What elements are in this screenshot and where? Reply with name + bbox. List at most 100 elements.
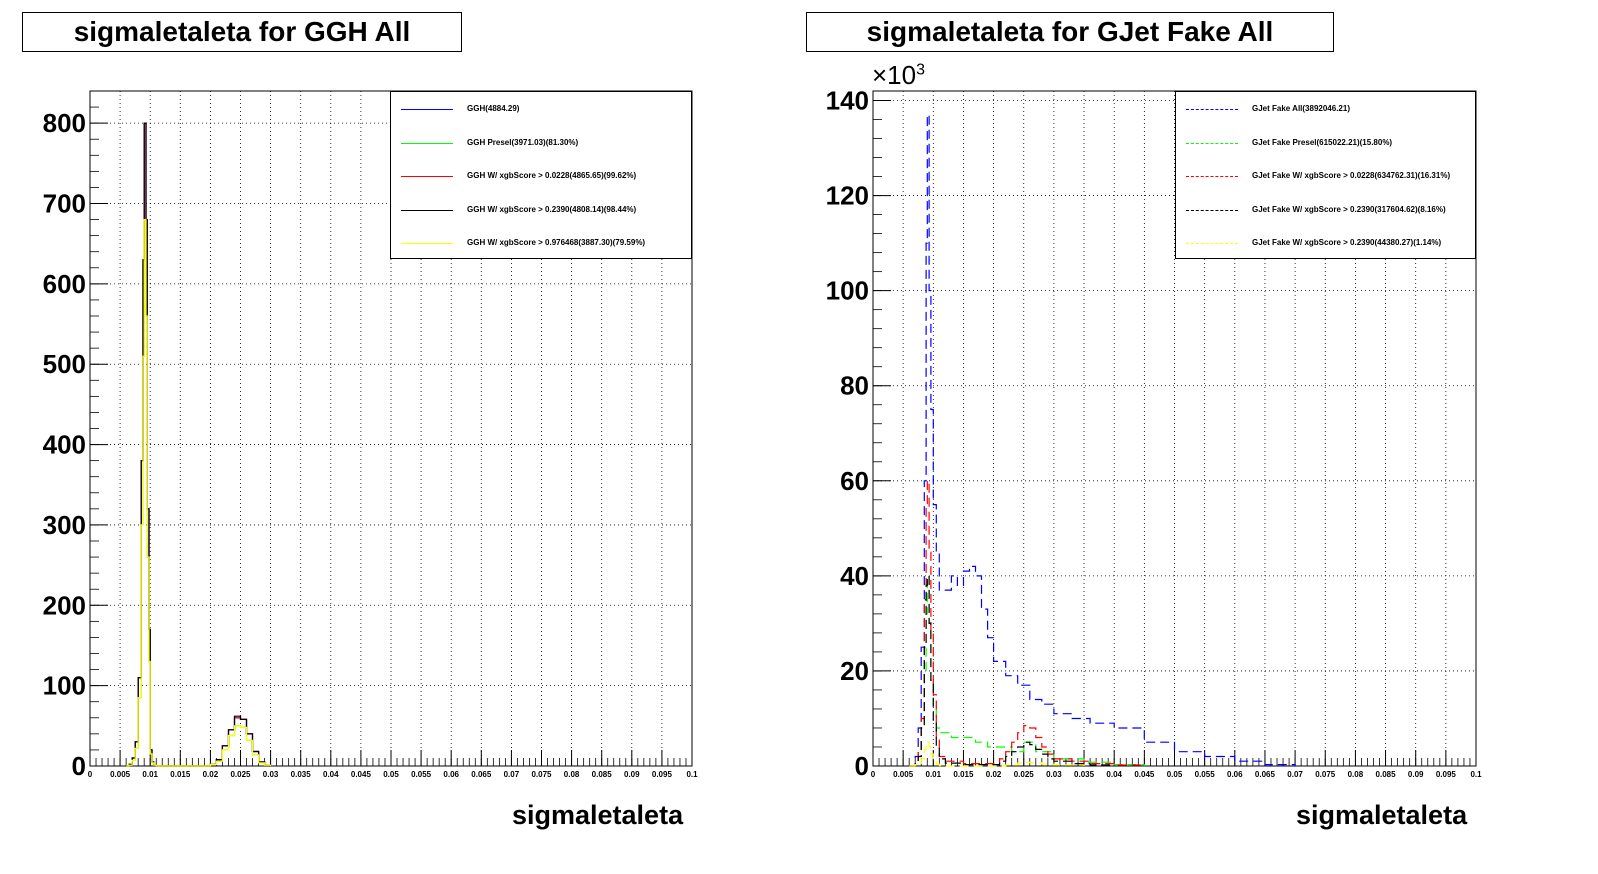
x-tick-label: 0.06	[443, 770, 459, 779]
x-tick-label: 0.085	[592, 770, 613, 779]
y-tick-label: 500	[43, 349, 86, 379]
y-tick-label: 140	[826, 86, 869, 116]
x-tick-label: 0.005	[893, 770, 914, 779]
legend-label: GGH W/ xgbScore > 0.0228(4865.65)(99.62%…	[467, 171, 637, 180]
x-tick-label: 0.08	[1348, 770, 1364, 779]
legend-swatch	[1186, 209, 1238, 211]
series-line-red	[909, 480, 1145, 767]
legend-entry: GJet Fake W/ xgbScore > 0.2390(317604.62…	[1176, 203, 1475, 217]
x-tick-label: 0.015	[170, 770, 191, 779]
y-tick-label: 60	[840, 466, 869, 496]
x-tick-label: 0.06	[1227, 770, 1243, 779]
x-tick-label: 0.05	[1167, 770, 1183, 779]
x-tick-label: 0.1	[686, 770, 698, 779]
legend-swatch	[401, 176, 453, 177]
legend-label: GJet Fake All(3892046.21)	[1252, 104, 1350, 113]
y-axis-multiplier-base: ×10	[872, 60, 917, 90]
y-tick-label: 0	[855, 751, 869, 781]
legend-swatch	[401, 142, 453, 144]
y-axis-multiplier: ×103	[872, 60, 925, 91]
x-tick-label: 0.055	[411, 770, 432, 779]
legend-entry: GJet Fake Presel(615022.21)(15.80%)	[1176, 136, 1475, 150]
x-tick-label: 0.035	[291, 770, 312, 779]
y-tick-label: 100	[826, 276, 869, 306]
x-tick-label: 0.025	[1014, 770, 1035, 779]
y-tick-label: 100	[43, 671, 86, 701]
x-tick-label: 0.04	[323, 770, 339, 779]
series-line-yellow	[909, 741, 1085, 767]
y-tick-label: 0	[72, 751, 86, 781]
legend-label: GGH(4884.29)	[467, 104, 520, 113]
legend-label: GJet Fake Presel(615022.21)(15.80%)	[1252, 137, 1393, 147]
legend-entry: GGH W/ xgbScore > 0.2390(4808.14)(98.44%…	[391, 203, 691, 217]
x-tick-label: 0.015	[953, 770, 974, 779]
legend-label: GGH Presel(3971.03)(81.30%)	[467, 137, 579, 147]
x-tick-label: 0.075	[531, 770, 552, 779]
legend-label: GJet Fake W/ xgbScore > 0.2390(44380.27)…	[1252, 238, 1442, 247]
y-tick-label: 300	[43, 510, 86, 540]
legend-entry: GGH(4884.29)	[391, 102, 691, 116]
legend-label: GGH W/ xgbScore > 0.2390(4808.14)(98.44%…	[467, 204, 637, 214]
legend-entry: GGH Presel(3971.03)(81.30%)	[391, 136, 691, 150]
x-tick-label: 0.095	[1436, 770, 1457, 779]
x-tick-label: 0.005	[110, 770, 131, 779]
x-tick-label: 0.01	[926, 770, 942, 779]
y-axis-multiplier-exponent: 3	[916, 61, 926, 79]
x-tick-label: 0.05	[383, 770, 399, 779]
x-tick-label: 0.095	[652, 770, 673, 779]
legend-right: GJet Fake All(3892046.21) GJet Fake Prese…	[1175, 91, 1476, 259]
x-tick-label: 0.065	[471, 770, 492, 779]
x-tick-label: 0.045	[1134, 770, 1155, 779]
y-tick-label: 80	[840, 371, 869, 401]
x-tick-label: 0.065	[1255, 770, 1276, 779]
legend-entry: GJet Fake W/ xgbScore > 0.2390(44380.27)…	[1176, 236, 1475, 250]
x-tick-label: 0.08	[564, 770, 580, 779]
y-tick-label: 20	[840, 656, 869, 686]
x-tick-label: 0.01	[142, 770, 158, 779]
legend-swatch	[1186, 176, 1238, 177]
legend-swatch	[1186, 243, 1238, 244]
legend-left: GGH(4884.29) GGH Presel(3971.03)(81.30%) G…	[390, 91, 692, 259]
x-axis-label-right: sigmaletaleta	[1296, 800, 1468, 830]
legend-label: GJet Fake W/ xgbScore > 0.0228(634762.31…	[1252, 171, 1451, 180]
legend-swatch	[401, 209, 453, 211]
x-tick-label: 0	[871, 770, 876, 779]
x-tick-label: 0	[88, 770, 93, 779]
x-tick-label: 0.03	[1046, 770, 1062, 779]
x-tick-label: 0.035	[1074, 770, 1095, 779]
series-line-black	[909, 575, 1115, 767]
x-tick-label: 0.04	[1106, 770, 1122, 779]
legend-swatch	[401, 109, 453, 110]
series-line-blue	[909, 114, 1296, 767]
legend-entry: GGH W/ xgbScore > 0.0228(4865.65)(99.62%…	[391, 169, 691, 183]
legend-entry: GJet Fake All(3892046.21)	[1176, 102, 1475, 116]
y-tick-label: 800	[43, 108, 86, 138]
y-tick-label: 200	[43, 590, 86, 620]
chart-title-right: sigmaletaleta for GJet Fake All	[806, 12, 1334, 52]
legend-swatch	[1186, 109, 1238, 110]
x-tick-label: 0.025	[230, 770, 251, 779]
x-tick-label: 0.1	[1470, 770, 1482, 779]
x-tick-label: 0.09	[1408, 770, 1424, 779]
legend-swatch	[1186, 142, 1238, 144]
y-tick-label: 700	[43, 189, 86, 219]
x-tick-label: 0.055	[1195, 770, 1216, 779]
x-tick-label: 0.02	[986, 770, 1002, 779]
y-tick-label: 120	[826, 181, 869, 211]
x-tick-label: 0.07	[504, 770, 520, 779]
legend-entry: GJet Fake W/ xgbScore > 0.0228(634762.31…	[1176, 169, 1475, 183]
x-tick-label: 0.09	[624, 770, 640, 779]
x-tick-label: 0.045	[351, 770, 372, 779]
x-tick-label: 0.075	[1315, 770, 1336, 779]
y-tick-label: 600	[43, 269, 86, 299]
x-tick-label: 0.085	[1376, 770, 1397, 779]
x-axis-label-left: sigmaletaleta	[512, 800, 684, 830]
series-line-yellow	[126, 219, 272, 767]
x-tick-label: 0.02	[203, 770, 219, 779]
legend-entry: GGH W/ xgbScore > 0.976468(3887.30)(79.5…	[391, 236, 691, 250]
legend-label: GGH W/ xgbScore > 0.976468(3887.30)(79.5…	[467, 238, 646, 247]
y-tick-label: 400	[43, 430, 86, 460]
y-tick-label: 40	[840, 561, 869, 591]
legend-swatch	[401, 243, 453, 244]
